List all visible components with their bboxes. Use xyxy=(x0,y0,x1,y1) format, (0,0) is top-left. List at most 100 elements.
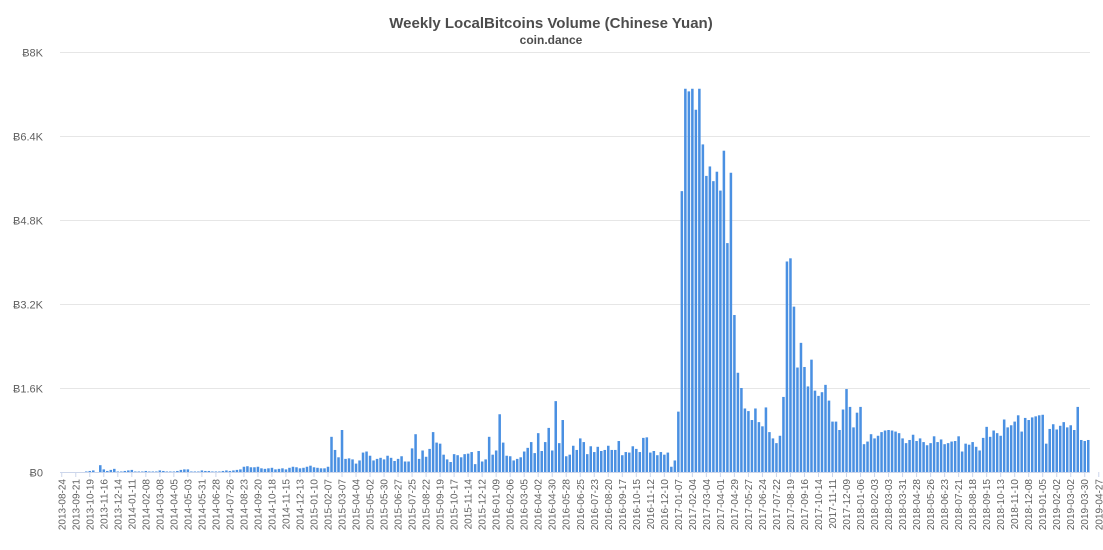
x-tick-label: 2017-02-04 xyxy=(688,479,699,531)
bar xyxy=(302,467,305,472)
y-tick-label: Ƀ4.8K xyxy=(13,216,44,228)
bar xyxy=(778,435,782,472)
bar xyxy=(757,422,761,473)
bar xyxy=(1037,415,1041,472)
bar xyxy=(992,430,995,472)
bar xyxy=(172,471,176,472)
bar xyxy=(176,470,179,472)
bar xyxy=(232,470,235,472)
bar xyxy=(375,458,379,473)
bar xyxy=(733,315,736,472)
bar xyxy=(393,460,396,472)
bar xyxy=(649,452,652,472)
chart-subtitle: coin.dance xyxy=(520,33,583,47)
bar xyxy=(995,433,999,472)
x-tick-label: 2013-11-16 xyxy=(99,479,110,530)
bar xyxy=(361,452,365,472)
bar xyxy=(953,441,957,472)
x-tick-label: 2015-04-04 xyxy=(352,479,363,531)
x-tick-label: 2017-04-01 xyxy=(716,479,727,531)
bar xyxy=(1065,427,1069,473)
bar xyxy=(666,452,670,472)
bar xyxy=(985,426,988,472)
x-tick-label: 2019-01-05 xyxy=(1038,479,1049,531)
bar xyxy=(862,444,866,472)
bar xyxy=(452,454,456,472)
bar xyxy=(712,181,715,472)
bar xyxy=(834,421,838,472)
bar xyxy=(386,455,389,472)
x-tick-label: 2014-08-23 xyxy=(239,479,250,531)
bar xyxy=(435,442,438,472)
x-tick-label: 2017-12-09 xyxy=(842,479,853,531)
bar xyxy=(1009,425,1013,472)
x-tick-label: 2014-05-31 xyxy=(197,479,208,531)
bar xyxy=(568,454,571,472)
bar xyxy=(596,446,600,472)
bar xyxy=(253,467,256,472)
bar xyxy=(642,437,645,473)
bar xyxy=(624,452,628,472)
bar xyxy=(918,438,922,472)
bar xyxy=(582,442,586,472)
x-tick-label: 2014-07-26 xyxy=(225,479,236,531)
bar xyxy=(123,470,127,472)
bar xyxy=(421,450,424,472)
bar xyxy=(698,88,701,472)
bar xyxy=(708,166,712,472)
bar xyxy=(407,461,410,472)
bar xyxy=(540,451,543,472)
x-tick-label: 2016-06-25 xyxy=(576,479,587,531)
bar xyxy=(1020,431,1023,472)
bar xyxy=(274,469,277,473)
bar xyxy=(372,460,375,472)
bar xyxy=(789,258,792,472)
bar xyxy=(687,91,691,473)
bar xyxy=(473,464,477,473)
bar xyxy=(169,471,172,472)
x-tick-label: 2016-07-23 xyxy=(590,479,601,531)
x-tick-label: 2018-03-03 xyxy=(884,479,895,531)
bar xyxy=(463,454,466,472)
bar xyxy=(691,88,694,472)
bar xyxy=(1058,425,1062,472)
x-tick-label: 2015-01-10 xyxy=(310,479,321,531)
bar xyxy=(1006,427,1009,473)
bar xyxy=(298,468,302,472)
bar xyxy=(764,407,768,472)
bar xyxy=(1048,428,1051,472)
bar xyxy=(106,470,109,472)
bar xyxy=(424,456,428,472)
bar xyxy=(92,470,95,472)
x-tick-label: 2017-05-27 xyxy=(744,479,755,531)
x-tick-label: 2014-12-13 xyxy=(295,479,306,531)
bar xyxy=(137,471,141,472)
x-tick-label: 2015-09-19 xyxy=(436,479,447,531)
x-tick-label: 2018-12-08 xyxy=(1024,479,1035,531)
x-tick-label: 2014-05-03 xyxy=(183,479,194,531)
bar xyxy=(561,420,564,472)
bar xyxy=(183,469,186,473)
bar xyxy=(417,458,421,473)
bar xyxy=(750,420,754,472)
bar xyxy=(1062,422,1065,473)
bar xyxy=(768,432,771,472)
bar xyxy=(1051,424,1055,472)
bar xyxy=(817,395,820,473)
bar xyxy=(929,443,932,473)
bar xyxy=(116,471,120,472)
bar xyxy=(151,471,155,472)
bar xyxy=(785,261,789,472)
x-tick-label: 2018-05-26 xyxy=(926,479,937,531)
x-tick-label: 2018-09-15 xyxy=(982,479,993,531)
x-tick-label: 2018-10-13 xyxy=(996,479,1007,531)
bar xyxy=(1055,429,1058,472)
bar xyxy=(347,458,351,472)
bar xyxy=(981,437,985,473)
x-tick-label: 2016-04-30 xyxy=(548,479,559,531)
bar xyxy=(978,450,981,472)
bar xyxy=(344,458,347,473)
bar xyxy=(743,408,747,472)
x-tick-label: 2014-04-05 xyxy=(169,479,180,531)
bar xyxy=(600,451,603,472)
